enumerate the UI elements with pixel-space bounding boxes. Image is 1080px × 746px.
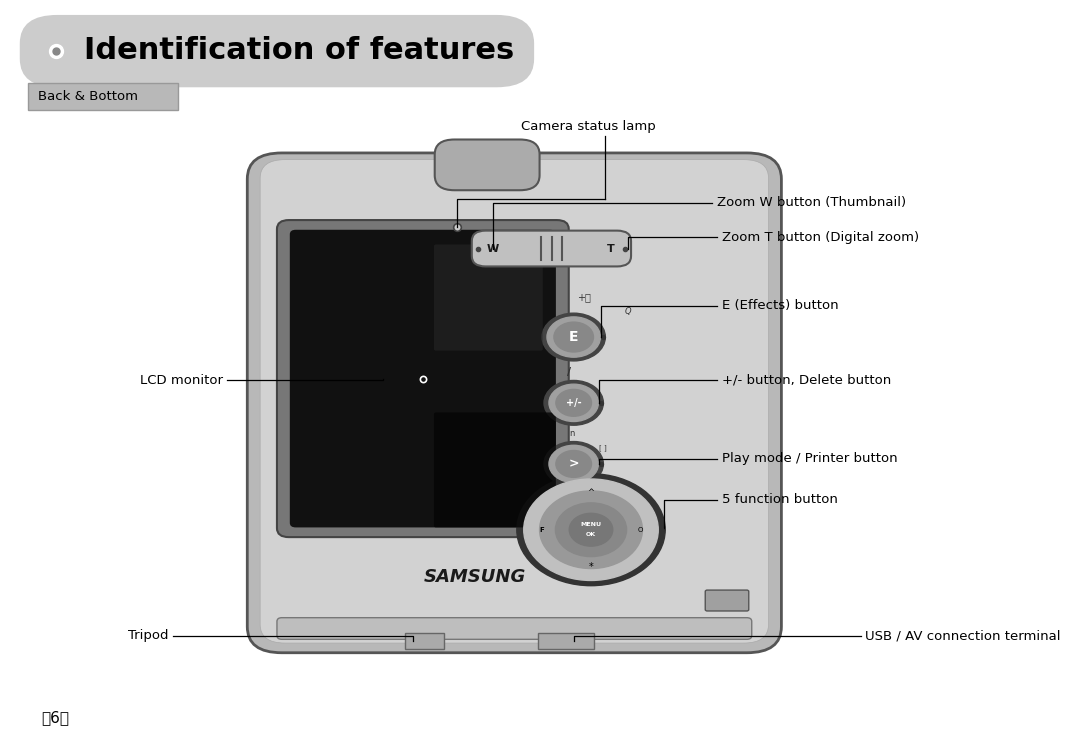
FancyBboxPatch shape bbox=[260, 160, 769, 643]
FancyBboxPatch shape bbox=[434, 245, 543, 351]
FancyBboxPatch shape bbox=[405, 633, 444, 649]
Circle shape bbox=[554, 322, 594, 352]
Text: >: > bbox=[568, 457, 579, 471]
Circle shape bbox=[544, 380, 604, 425]
Text: E: E bbox=[569, 330, 579, 344]
Text: Play mode / Printer button: Play mode / Printer button bbox=[723, 452, 897, 466]
Circle shape bbox=[542, 313, 606, 361]
Text: Identification of features: Identification of features bbox=[84, 37, 514, 65]
Circle shape bbox=[540, 491, 643, 568]
Text: [ ]: [ ] bbox=[599, 444, 607, 451]
FancyBboxPatch shape bbox=[276, 220, 569, 537]
Circle shape bbox=[549, 384, 598, 421]
Text: Zoom T button (Digital zoom): Zoom T button (Digital zoom) bbox=[723, 231, 919, 244]
Text: *: * bbox=[589, 562, 593, 572]
Text: MENU: MENU bbox=[580, 522, 602, 527]
FancyBboxPatch shape bbox=[28, 83, 178, 110]
Circle shape bbox=[556, 389, 592, 416]
Circle shape bbox=[546, 317, 600, 357]
FancyBboxPatch shape bbox=[705, 590, 748, 611]
Text: +/- button, Delete button: +/- button, Delete button bbox=[723, 374, 891, 387]
Text: F: F bbox=[539, 527, 544, 533]
Text: Camera status lamp: Camera status lamp bbox=[522, 120, 656, 133]
Text: 〆6〇: 〆6〇 bbox=[41, 710, 69, 725]
Circle shape bbox=[524, 479, 659, 580]
Circle shape bbox=[569, 513, 612, 546]
Text: 5 function button: 5 function button bbox=[723, 493, 838, 507]
FancyBboxPatch shape bbox=[276, 618, 752, 639]
FancyBboxPatch shape bbox=[434, 413, 556, 527]
Text: ^: ^ bbox=[588, 488, 594, 497]
Text: n: n bbox=[569, 429, 575, 438]
Text: Q: Q bbox=[625, 307, 632, 316]
FancyBboxPatch shape bbox=[435, 140, 540, 190]
Text: LCD monitor: LCD monitor bbox=[139, 374, 222, 387]
Text: OK: OK bbox=[586, 533, 596, 537]
Circle shape bbox=[549, 445, 598, 483]
Text: W: W bbox=[486, 243, 499, 254]
FancyBboxPatch shape bbox=[289, 230, 556, 527]
Circle shape bbox=[517, 474, 665, 586]
Text: +⃠: +⃠ bbox=[577, 292, 591, 302]
Text: Zoom W button (Thumbnail): Zoom W button (Thumbnail) bbox=[717, 196, 906, 210]
Text: Back & Bottom: Back & Bottom bbox=[38, 90, 137, 103]
Text: Tripod: Tripod bbox=[127, 629, 168, 642]
FancyBboxPatch shape bbox=[538, 633, 594, 649]
FancyBboxPatch shape bbox=[247, 153, 782, 653]
Text: /: / bbox=[567, 367, 571, 377]
Text: SAMSUNG: SAMSUNG bbox=[423, 568, 526, 586]
FancyBboxPatch shape bbox=[19, 15, 535, 87]
Text: +/-: +/- bbox=[566, 398, 581, 408]
Circle shape bbox=[555, 503, 626, 557]
Text: USB / AV connection terminal: USB / AV connection terminal bbox=[865, 629, 1061, 642]
Circle shape bbox=[556, 451, 592, 477]
Text: E (Effects) button: E (Effects) button bbox=[723, 299, 839, 313]
Text: O: O bbox=[638, 527, 644, 533]
FancyBboxPatch shape bbox=[472, 231, 631, 266]
Text: T: T bbox=[606, 243, 615, 254]
Circle shape bbox=[544, 442, 604, 486]
